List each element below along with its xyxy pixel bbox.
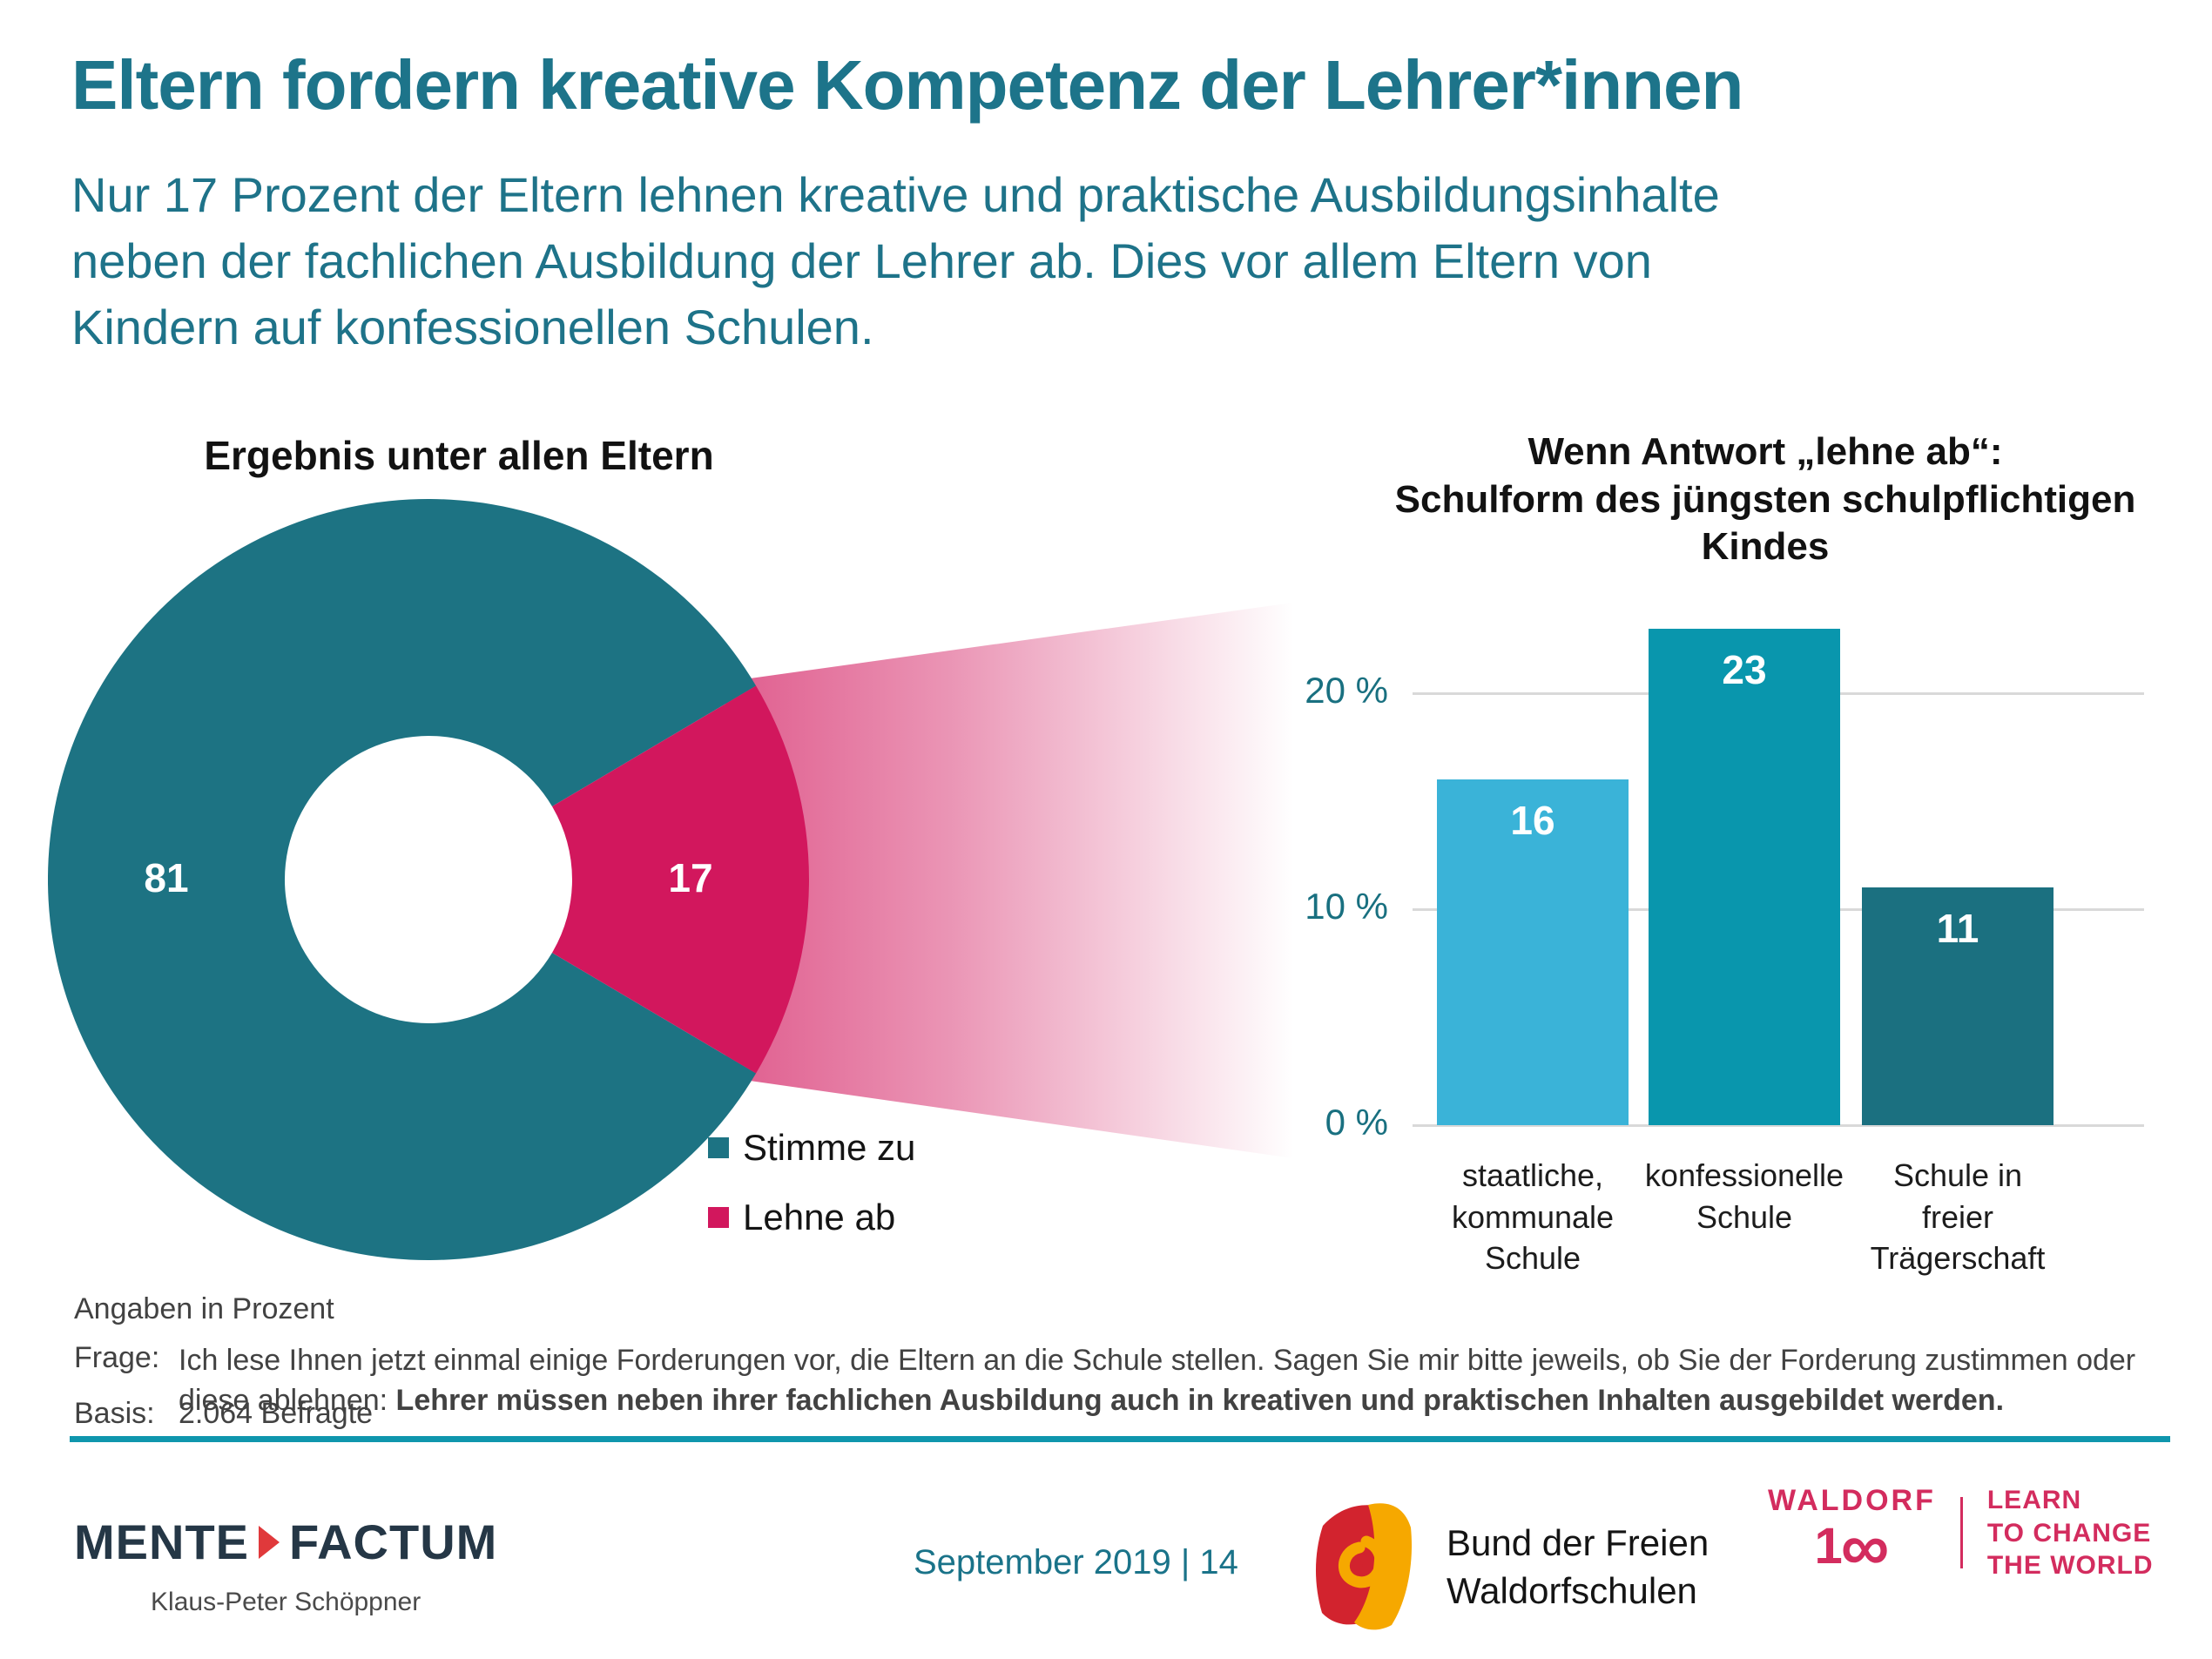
- legend-item: Lehne ab: [708, 1197, 915, 1238]
- author-name: Klaus-Peter Schöppner: [151, 1588, 421, 1616]
- infinity-icon: ∞: [1840, 1508, 1890, 1585]
- waldorf-divider: [1959, 1497, 1963, 1569]
- basis-label: Basis:: [74, 1397, 155, 1430]
- pie-slice-stimme-zu: [47, 498, 757, 1260]
- legend: Stimme zu Lehne ab: [708, 1127, 915, 1266]
- bar-value-label: 23: [1722, 646, 1767, 692]
- donut-chart: 81 17: [47, 498, 809, 1260]
- waldorf100-logo: WALDORF 1 ∞ LEARN TO CHANGE THE WORLD: [1768, 1484, 2154, 1582]
- bar-category-label: staatliche, kommunale Schule: [1451, 1157, 1615, 1277]
- waldorf-tagline-line: LEARN: [1986, 1486, 2082, 1514]
- legend-swatch: [708, 1137, 729, 1158]
- waldorf-number-100: 1 ∞: [1814, 1508, 1890, 1585]
- bund-logo-line: Waldorfschulen: [1447, 1570, 1697, 1611]
- frage-text-bold: Lehrer müssen neben ihrer fachlichen Aus…: [395, 1383, 2005, 1417]
- bar-3: 11: [1862, 887, 2054, 1125]
- y-axis-tick-label: 0 %: [1325, 1102, 1388, 1143]
- bar-category-label: Schule in freier Trägerschaft: [1870, 1157, 2046, 1277]
- waldorf-number-one: 1: [1814, 1518, 1843, 1575]
- slice-label: 81: [144, 855, 188, 900]
- legend-swatch: [708, 1207, 729, 1228]
- bar-value-label: 11: [1936, 906, 1979, 952]
- bund-waldorfschulen-logo: Bund der Freien Waldorfschulen: [1311, 1498, 1709, 1637]
- waldorf-tagline-line: THE WORLD: [1986, 1551, 2154, 1580]
- pie-slice-lehne-ab: [552, 685, 809, 1074]
- bund-logo-text: Bund der Freien Waldorfschulen: [1447, 1520, 1709, 1615]
- mentefactum-logo: MENTE FACTUM Klaus-Peter Schöppner: [74, 1514, 497, 1617]
- chevron-right-icon: [259, 1525, 280, 1559]
- page-title: Eltern fordern kreative Kompetenz der Le…: [71, 46, 1743, 124]
- bar-chart-title: Wenn Antwort „lehne ab“: Schulform des j…: [1360, 428, 2170, 571]
- donut-svg: 81 17: [47, 498, 809, 1260]
- basis-value: 2.064 Befragte: [179, 1397, 374, 1430]
- bar-category-label: konfessionelle Schule: [1644, 1157, 1844, 1235]
- page-subtitle: Nur 17 Prozent der Eltern lehnen kreativ…: [71, 167, 1720, 355]
- legend-label: Stimme zu: [743, 1127, 916, 1168]
- unit-note: Angaben in Prozent: [74, 1292, 334, 1325]
- highlight-beam-gradient: [725, 599, 1318, 1162]
- divider-rule: [70, 1436, 2170, 1442]
- bar-chart-title-line: Wenn Antwort „lehne ab“:: [1527, 430, 2003, 473]
- bar-value-label: 16: [1510, 798, 1555, 844]
- frage-text: Ich lese Ihnen jetzt einmal einige Forde…: [179, 1341, 2173, 1420]
- waldorf-tagline: LEARN TO CHANGE THE WORLD: [1987, 1484, 2154, 1582]
- legend-label: Lehne ab: [743, 1197, 896, 1238]
- flame-icon: [1315, 1503, 1413, 1630]
- bund-logo-line: Bund der Freien: [1447, 1522, 1710, 1564]
- bar-1: 16: [1437, 779, 1629, 1125]
- frage-text-regular: Ich lese Ihnen jetzt einmal einige Forde…: [179, 1344, 2136, 1417]
- legend-item: Stimme zu: [708, 1127, 915, 1169]
- slice-label: 17: [668, 855, 712, 900]
- y-axis-tick-label: 10 %: [1305, 886, 1388, 927]
- bar-2: 23: [1649, 628, 1840, 1125]
- factum-word: FACTUM: [289, 1514, 498, 1569]
- mente-word: MENTE: [74, 1514, 249, 1569]
- donut-chart-title: Ergebnis unter allen Eltern: [204, 433, 714, 478]
- bar-chart-title-line: Schulform des jüngsten schulpflichtigen: [1394, 477, 2136, 521]
- waldorf-tagline-line: TO CHANGE: [1986, 1518, 2152, 1548]
- waldorf100-mark: WALDORF 1 ∞: [1768, 1484, 1936, 1582]
- mentefactum-wordmark: MENTE FACTUM: [74, 1514, 497, 1570]
- date-page-number: September 2019 | 14: [914, 1543, 1238, 1581]
- gridline: [1413, 1124, 2144, 1127]
- y-axis-tick-label: 20 %: [1305, 670, 1388, 711]
- bar-chart-title-line: Kindes: [1701, 525, 1830, 569]
- frage-label: Frage:: [74, 1341, 160, 1374]
- waldorf-brand: WALDORF: [1768, 1484, 1936, 1517]
